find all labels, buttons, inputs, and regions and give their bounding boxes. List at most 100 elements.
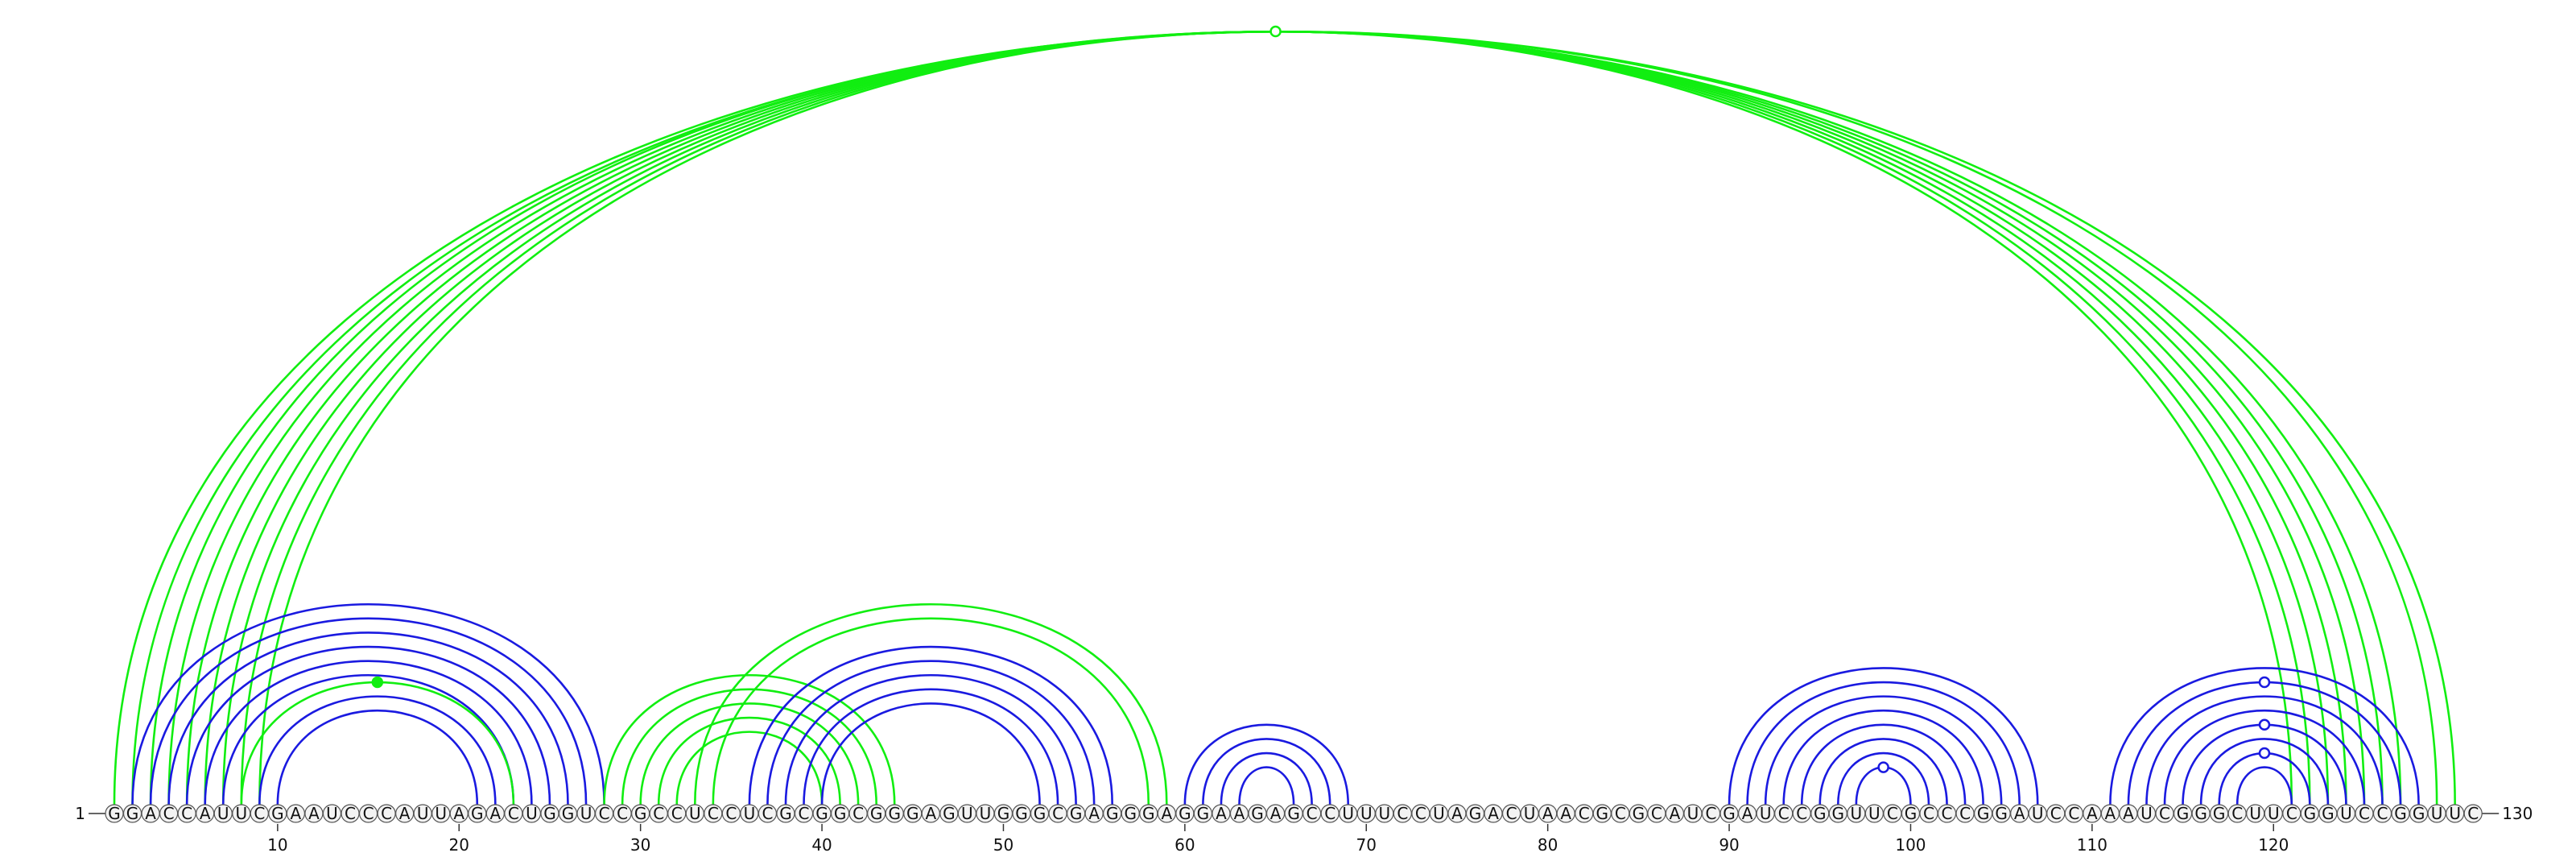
nucleotide-letter: A <box>2105 804 2116 823</box>
nucleotide: C <box>2372 804 2392 823</box>
nucleotide-letter: G <box>126 804 139 823</box>
nucleotide: A <box>2119 804 2138 823</box>
nucleotide: C <box>758 804 778 823</box>
nucleotide: A <box>449 804 469 823</box>
base-pair-arc <box>1220 751 1313 805</box>
nucleotide: C <box>1320 804 1340 823</box>
base-pair-arc <box>693 602 1168 805</box>
nucleotide: U <box>957 804 976 823</box>
nucleotide: C <box>377 804 396 823</box>
nucleotide-letter: C <box>1579 804 1590 823</box>
nucleotide: C <box>704 804 723 823</box>
nucleotide: C <box>794 804 814 823</box>
nucleotide-letter: G <box>870 804 883 823</box>
nucleotide-letter: G <box>1633 804 1645 823</box>
nucleotide-letter: U <box>1360 804 1373 823</box>
nucleotide-letter: A <box>1161 804 1172 823</box>
nucleotide-letter: C <box>2467 804 2479 823</box>
nucleotide: C <box>1048 804 1067 823</box>
nucleotide: G <box>867 804 886 823</box>
nucleotide: G <box>105 804 124 823</box>
base-pair-arc <box>131 30 2438 805</box>
nucleotide-letter: A <box>1488 804 1499 823</box>
base-pair-arc <box>621 688 877 805</box>
base-pair-arc <box>185 645 551 805</box>
base-pair-arc <box>675 731 824 805</box>
nucleotide-letter: G <box>1034 804 1046 823</box>
nucleotide: G <box>993 804 1013 823</box>
base-pair-arc <box>258 30 2293 805</box>
nucleotide-letter: A <box>2087 804 2098 823</box>
nucleotide-letter: G <box>271 804 284 823</box>
nucleotide: U <box>1756 804 1775 823</box>
nucleotide: G <box>885 804 904 823</box>
nucleotide: G <box>1284 804 1303 823</box>
nucleotide: G <box>1067 804 1086 823</box>
nucleotide-circle <box>2463 804 2483 823</box>
nucleotide: C <box>1774 804 1794 823</box>
sequence-backbone: 1 130 <box>75 804 2533 823</box>
nucleotide: A <box>921 804 940 823</box>
nucleotide-letter: C <box>762 804 773 823</box>
nucleotide: G <box>1974 804 1993 823</box>
nucleotide-letter: G <box>943 804 956 823</box>
base-pair-arc <box>258 695 497 805</box>
nucleotide: G <box>1629 804 1648 823</box>
base-pair-arc <box>204 660 533 805</box>
nucleotide-letter: U <box>326 804 338 823</box>
nucleotide: U <box>1864 804 1884 823</box>
nucleotide-letter: C <box>1307 804 1318 823</box>
base-pair-arc <box>167 631 569 805</box>
nucleotide-letter: C <box>1887 804 1898 823</box>
nucleotide: G <box>468 804 487 823</box>
nucleotide: C <box>2155 804 2174 823</box>
nucleotide: U <box>2246 804 2265 823</box>
nucleotide-letter: C <box>2231 804 2243 823</box>
nucleotide-letter: G <box>1015 804 1028 823</box>
nucleotide: A <box>286 804 305 823</box>
nucleotide: A <box>1229 804 1249 823</box>
nucleotide-letter: C <box>2359 804 2370 823</box>
nucleotide: C <box>2064 804 2083 823</box>
nucleotide: G <box>776 804 795 823</box>
nucleotide-letter: C <box>2159 804 2170 823</box>
base-pair-arc <box>149 30 2402 805</box>
nucleotide: G <box>939 804 959 823</box>
nucleotide-letter: A <box>1234 804 1245 823</box>
base-pair-arc <box>276 709 479 805</box>
nucleotide: G <box>1592 804 1612 823</box>
nucleotide-letter: G <box>815 804 828 823</box>
nucleotide-letter: G <box>1142 804 1155 823</box>
base-pair-arc <box>1818 738 1948 805</box>
nucleotide: A <box>2083 804 2102 823</box>
base-pair-arc <box>204 31 2347 805</box>
nucleotide-letter: C <box>1778 804 1790 823</box>
nucleotide-letter: G <box>2413 804 2425 823</box>
nucleotide-letter: C <box>363 804 374 823</box>
nucleotide-letter: C <box>2050 804 2062 823</box>
nucleotide: G <box>2210 804 2229 823</box>
nucleotide-letter: C <box>2068 804 2079 823</box>
nucleotide: C <box>2282 804 2301 823</box>
nucleotide-letter: C <box>1706 804 1717 823</box>
tick-label: 40 <box>811 835 832 855</box>
nucleotide-letter: G <box>2194 804 2207 823</box>
nucleotide: A <box>1665 804 1685 823</box>
nucleotide-letter: G <box>834 804 847 823</box>
nucleotide-letter: G <box>1469 804 1482 823</box>
nucleotide: U <box>2136 804 2157 823</box>
base-pair-arc <box>748 645 1113 805</box>
nucleotide: C <box>159 804 179 823</box>
nucleotide: U <box>232 804 251 823</box>
nucleotide: G <box>2391 804 2410 823</box>
nucleotide: G <box>1992 804 2011 823</box>
nucleotide: A <box>196 804 215 823</box>
nucleotide-letter: G <box>997 804 1010 823</box>
nucleotide-letter: U <box>2449 804 2461 823</box>
nucleotide-letter: G <box>1124 804 1137 823</box>
nucleotide: A <box>1556 804 1575 823</box>
nucleotide-letter: G <box>1287 804 1300 823</box>
tick-label: 80 <box>1538 835 1558 855</box>
nucleotide: G <box>1193 804 1213 823</box>
nucleotide-letter: A <box>1542 804 1554 823</box>
